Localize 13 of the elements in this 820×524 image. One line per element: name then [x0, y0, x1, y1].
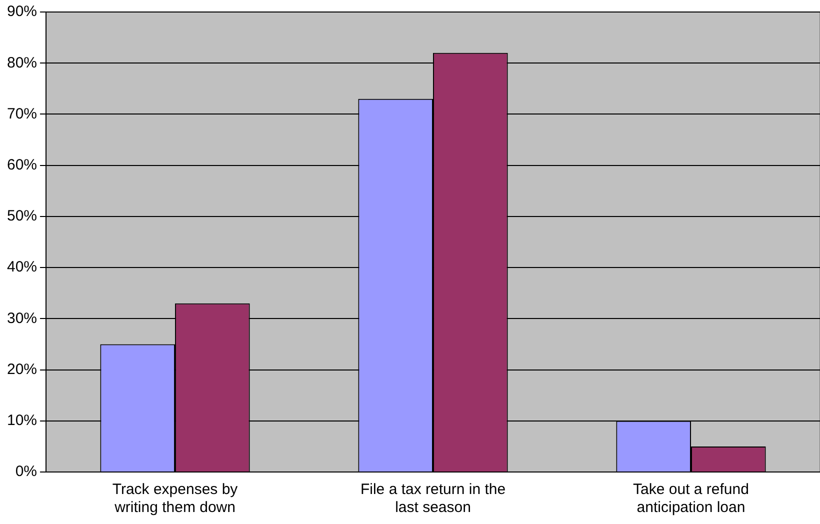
y-tick-label: 90%: [6, 3, 38, 20]
y-tick-label: 30%: [6, 310, 38, 327]
x-tick-label: Track expenses by writing them down: [112, 481, 238, 516]
y-tick-label: 0%: [15, 463, 38, 480]
x-tick-label: Take out a refund anticipation loan: [633, 481, 749, 516]
y-tick-label: 80%: [6, 54, 38, 72]
y-tick-label: 50%: [6, 208, 38, 225]
y-tick-label: 20%: [6, 360, 38, 378]
y-tick-label: 10%: [6, 412, 38, 430]
x-tick-label: File a tax return in the last season: [360, 481, 506, 516]
y-tick-label: 70%: [6, 105, 38, 122]
y-tick-label: 40%: [6, 258, 38, 276]
y-tick-label: 60%: [6, 156, 38, 174]
